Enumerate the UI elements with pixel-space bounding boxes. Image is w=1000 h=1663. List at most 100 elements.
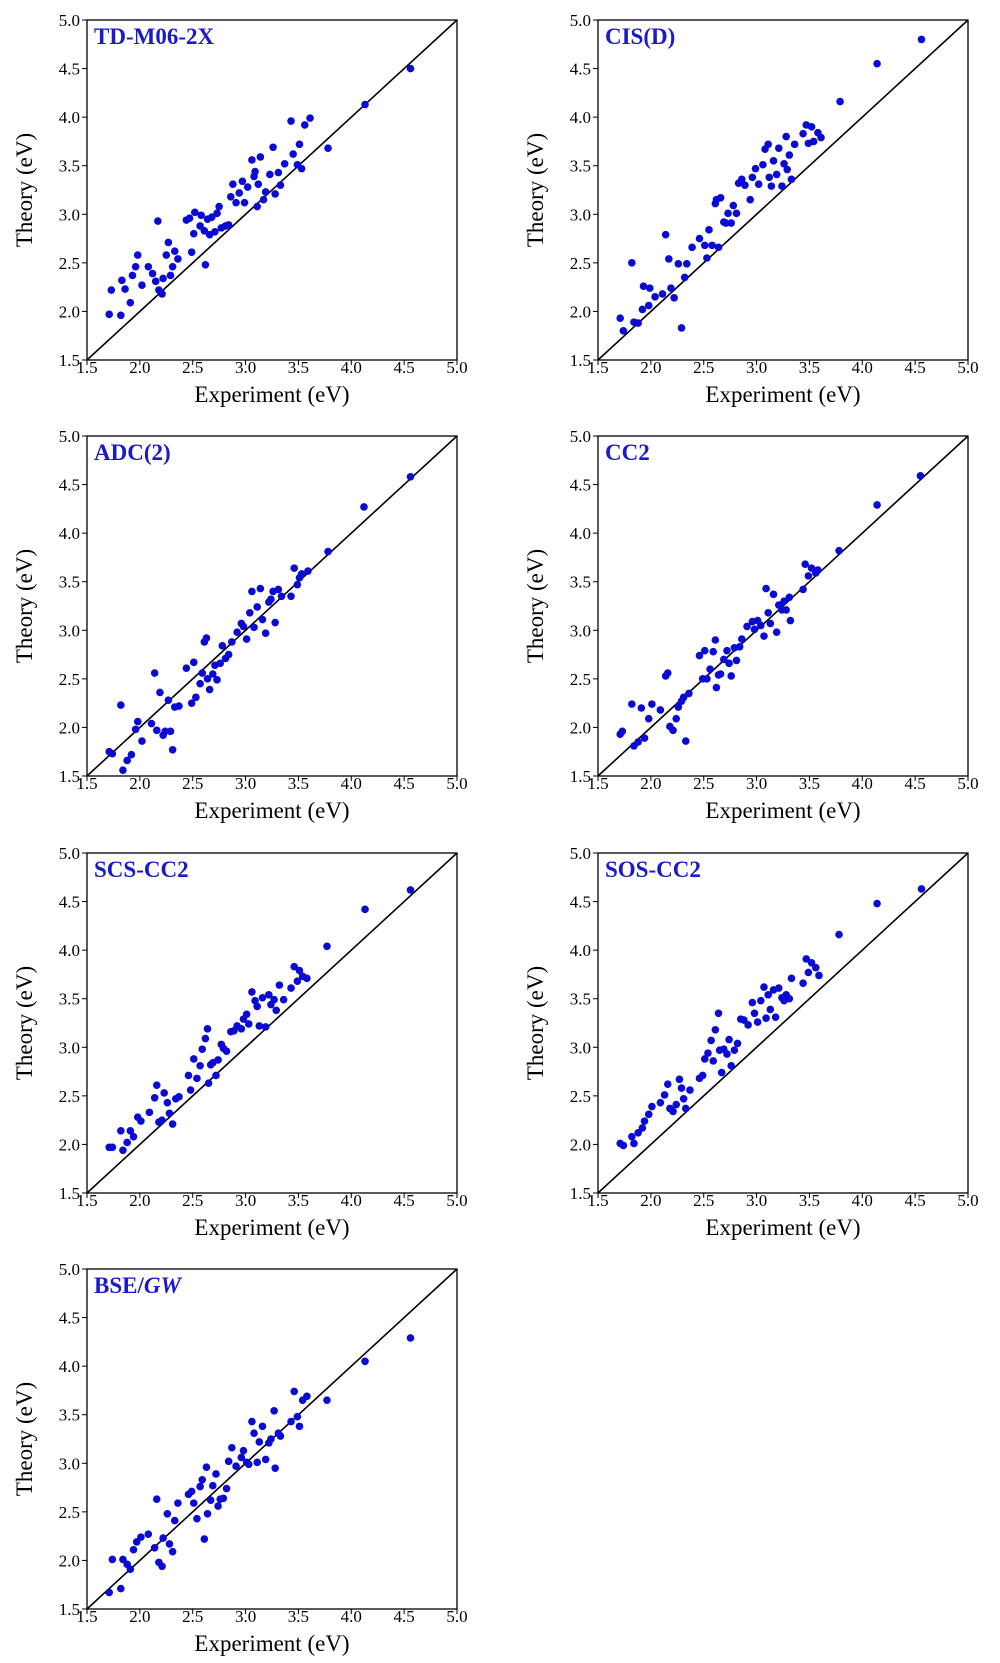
data-point xyxy=(762,584,770,593)
data-point xyxy=(716,193,725,202)
y-tick-label: 3.5 xyxy=(570,990,591,1009)
y-tick-label: 4.5 xyxy=(59,1309,80,1328)
data-point xyxy=(117,1127,125,1135)
y-tick-label: 2.5 xyxy=(59,1087,80,1106)
data-point xyxy=(258,993,267,1002)
data-point xyxy=(663,669,672,677)
y-tick-label: 2.0 xyxy=(570,1135,591,1154)
data-point xyxy=(771,1013,780,1021)
panel-4: 1.5 2.0 2.5 3.0 3.5 4.0 4.5 5.0 1.5 2.0 2.5 3.0 3.5 4… xyxy=(12,844,468,1240)
data-point xyxy=(804,968,813,977)
data-point xyxy=(722,219,730,227)
data-point xyxy=(279,995,288,1004)
panel-title: SCS-CC2 xyxy=(94,857,189,882)
data-point xyxy=(762,1014,770,1022)
data-point xyxy=(131,262,140,271)
data-point xyxy=(232,198,240,207)
data-point xyxy=(767,182,776,190)
data-point xyxy=(276,1432,285,1440)
data-point xyxy=(271,190,279,198)
data-point xyxy=(917,885,926,893)
data-point xyxy=(150,669,159,677)
data-point xyxy=(214,1502,222,1510)
y-axis-label: Theory (eV) xyxy=(523,966,548,1080)
y-tick-label: 2.5 xyxy=(59,670,80,689)
y-tick-label: 5.0 xyxy=(570,427,591,446)
data-point xyxy=(219,1494,228,1503)
data-point xyxy=(730,1046,739,1054)
data-point xyxy=(108,749,117,758)
x-tick-label: 3.0 xyxy=(746,774,767,793)
y-tick-label: 1.5 xyxy=(59,1184,80,1203)
y-axis-label: Theory (eV) xyxy=(12,966,37,1080)
data-point xyxy=(706,665,714,673)
data-point xyxy=(265,991,273,999)
data-point xyxy=(160,1089,168,1097)
data-point xyxy=(244,1020,253,1028)
data-point xyxy=(205,685,214,694)
x-axis-label: Experiment (eV) xyxy=(194,1215,349,1240)
data-point xyxy=(250,623,258,632)
y-tick-label: 3.0 xyxy=(570,1038,591,1057)
y-tick-label: 3.5 xyxy=(59,1406,80,1425)
data-point xyxy=(780,159,788,168)
axes-frame xyxy=(597,435,969,777)
data-point xyxy=(118,276,126,285)
x-tick-label: 4.5 xyxy=(905,774,926,793)
data-point xyxy=(117,1584,125,1593)
data-point xyxy=(133,717,142,726)
data-point xyxy=(119,1146,127,1155)
data-point xyxy=(254,180,263,188)
data-point xyxy=(123,756,131,765)
x-tick-label: 4.5 xyxy=(394,1191,415,1210)
data-points xyxy=(105,886,415,1155)
x-tick-label: 4.0 xyxy=(341,358,362,377)
data-points xyxy=(616,885,926,1150)
y-tick-label: 5.0 xyxy=(59,427,80,446)
y-tick-label: 2.0 xyxy=(59,718,80,737)
data-point xyxy=(406,886,415,894)
data-point xyxy=(237,1453,246,1462)
data-point xyxy=(783,165,792,174)
y-tick-label: 3.0 xyxy=(59,621,80,640)
data-point xyxy=(159,274,167,283)
data-point xyxy=(144,1530,153,1538)
y-tick-label: 5.0 xyxy=(59,1260,80,1279)
data-point xyxy=(807,123,816,131)
x-tick-label: 3.5 xyxy=(288,1191,309,1210)
data-point xyxy=(207,213,216,221)
data-point xyxy=(695,234,704,243)
x-tick-label: 3.0 xyxy=(235,774,256,793)
data-point xyxy=(198,1045,207,1054)
data-point xyxy=(137,1117,145,1125)
data-point xyxy=(126,1565,135,1573)
y-tick-label: 3.0 xyxy=(570,621,591,640)
data-point xyxy=(250,1429,258,1437)
data-point xyxy=(765,173,774,182)
y-tick-label: 4.5 xyxy=(570,893,591,912)
data-point xyxy=(735,643,744,651)
data-point xyxy=(705,226,713,234)
y-tick-label: 3.0 xyxy=(59,1454,80,1473)
data-point xyxy=(300,121,309,129)
data-point xyxy=(669,1107,677,1116)
data-point xyxy=(785,593,794,602)
data-point xyxy=(760,983,768,991)
reference-line xyxy=(598,853,968,1193)
data-point xyxy=(168,1120,177,1128)
x-tick-label: 1.5 xyxy=(587,1191,608,1210)
data-point xyxy=(674,703,683,711)
reference-line xyxy=(87,436,457,776)
x-tick-label: 3.5 xyxy=(288,1607,309,1626)
data-point xyxy=(744,1021,752,1029)
data-point xyxy=(215,202,223,211)
data-point xyxy=(228,1443,236,1452)
y-tick-label: 4.0 xyxy=(59,524,80,543)
data-point xyxy=(266,170,274,179)
data-point xyxy=(274,168,283,177)
data-point xyxy=(644,1110,653,1119)
data-point xyxy=(727,672,735,680)
data-point xyxy=(667,284,675,292)
y-tick-label: 2.5 xyxy=(59,1503,80,1522)
data-point xyxy=(674,260,683,268)
